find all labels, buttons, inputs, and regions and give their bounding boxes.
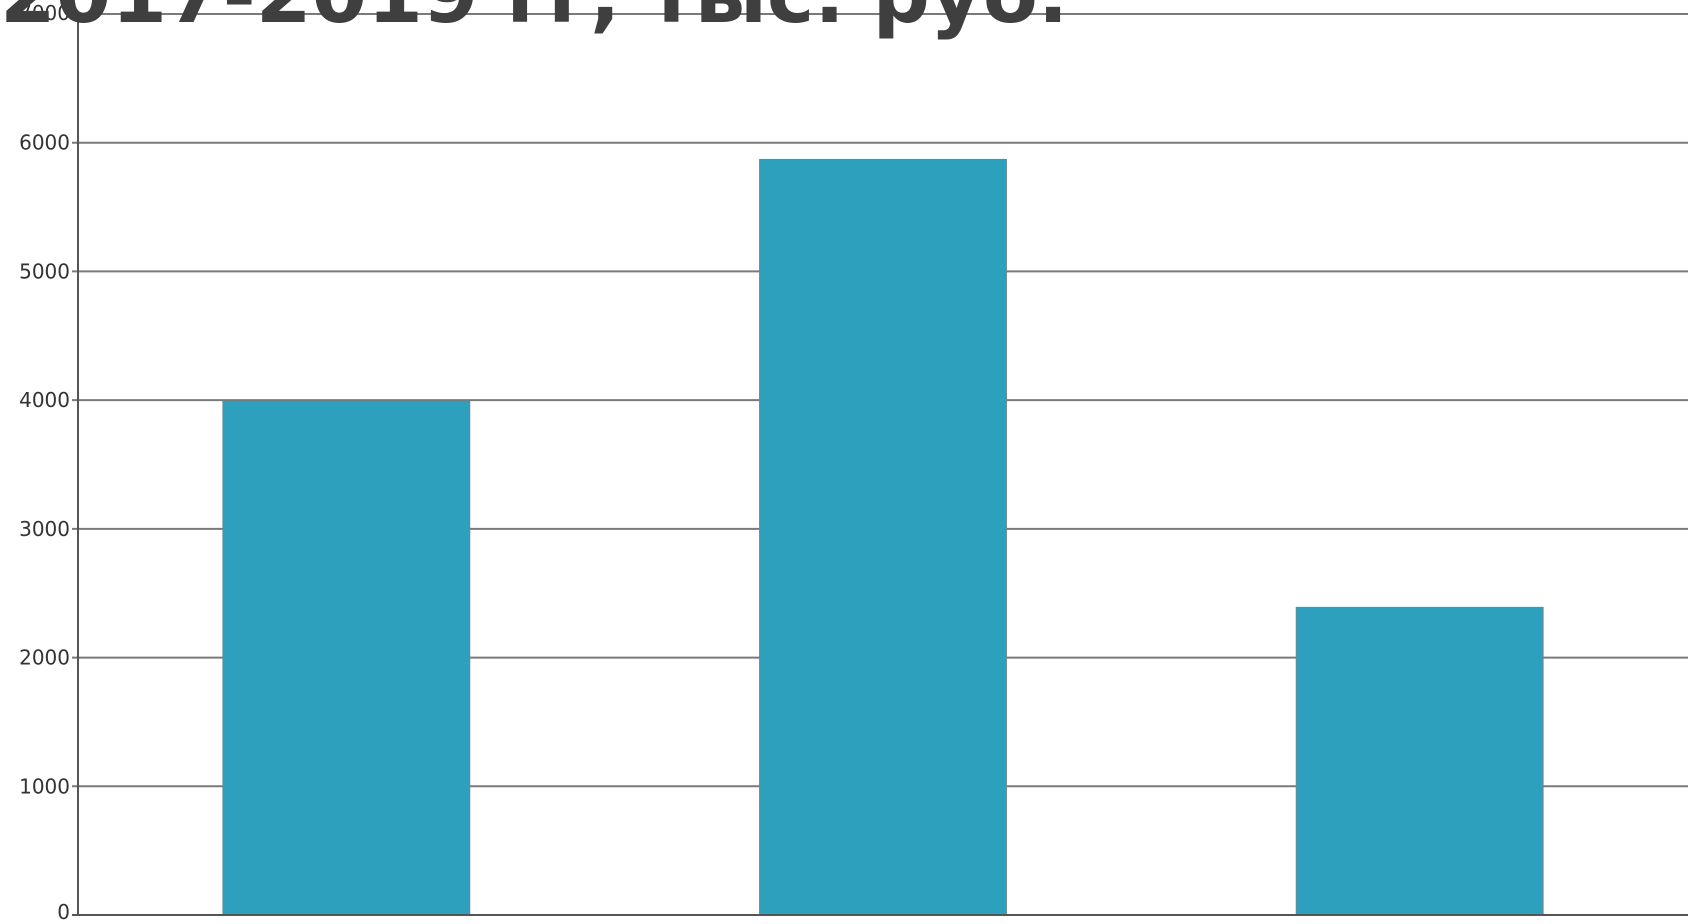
y-tick-label: 4000 xyxy=(19,388,70,412)
y-tick-label: 6000 xyxy=(19,131,70,155)
y-tick-label: 2000 xyxy=(19,646,70,670)
axes xyxy=(72,14,1688,916)
y-tick-labels: 0 1000 2000 3000 4000 5000 6000 7000 xyxy=(19,1,70,924)
bar-1 xyxy=(222,400,471,916)
y-tick-label: 0 xyxy=(57,900,70,924)
bar-2 xyxy=(759,158,1007,916)
y-tick-label: 5000 xyxy=(19,259,70,283)
bars xyxy=(222,158,1544,916)
y-tick-label: 7000 xyxy=(19,1,70,25)
chart-title: 2017-2019 гг, тыс. руб. xyxy=(0,0,1068,41)
bar-3 xyxy=(1295,606,1544,916)
y-tick-label: 1000 xyxy=(19,774,70,798)
y-tick-label: 3000 xyxy=(19,517,70,541)
